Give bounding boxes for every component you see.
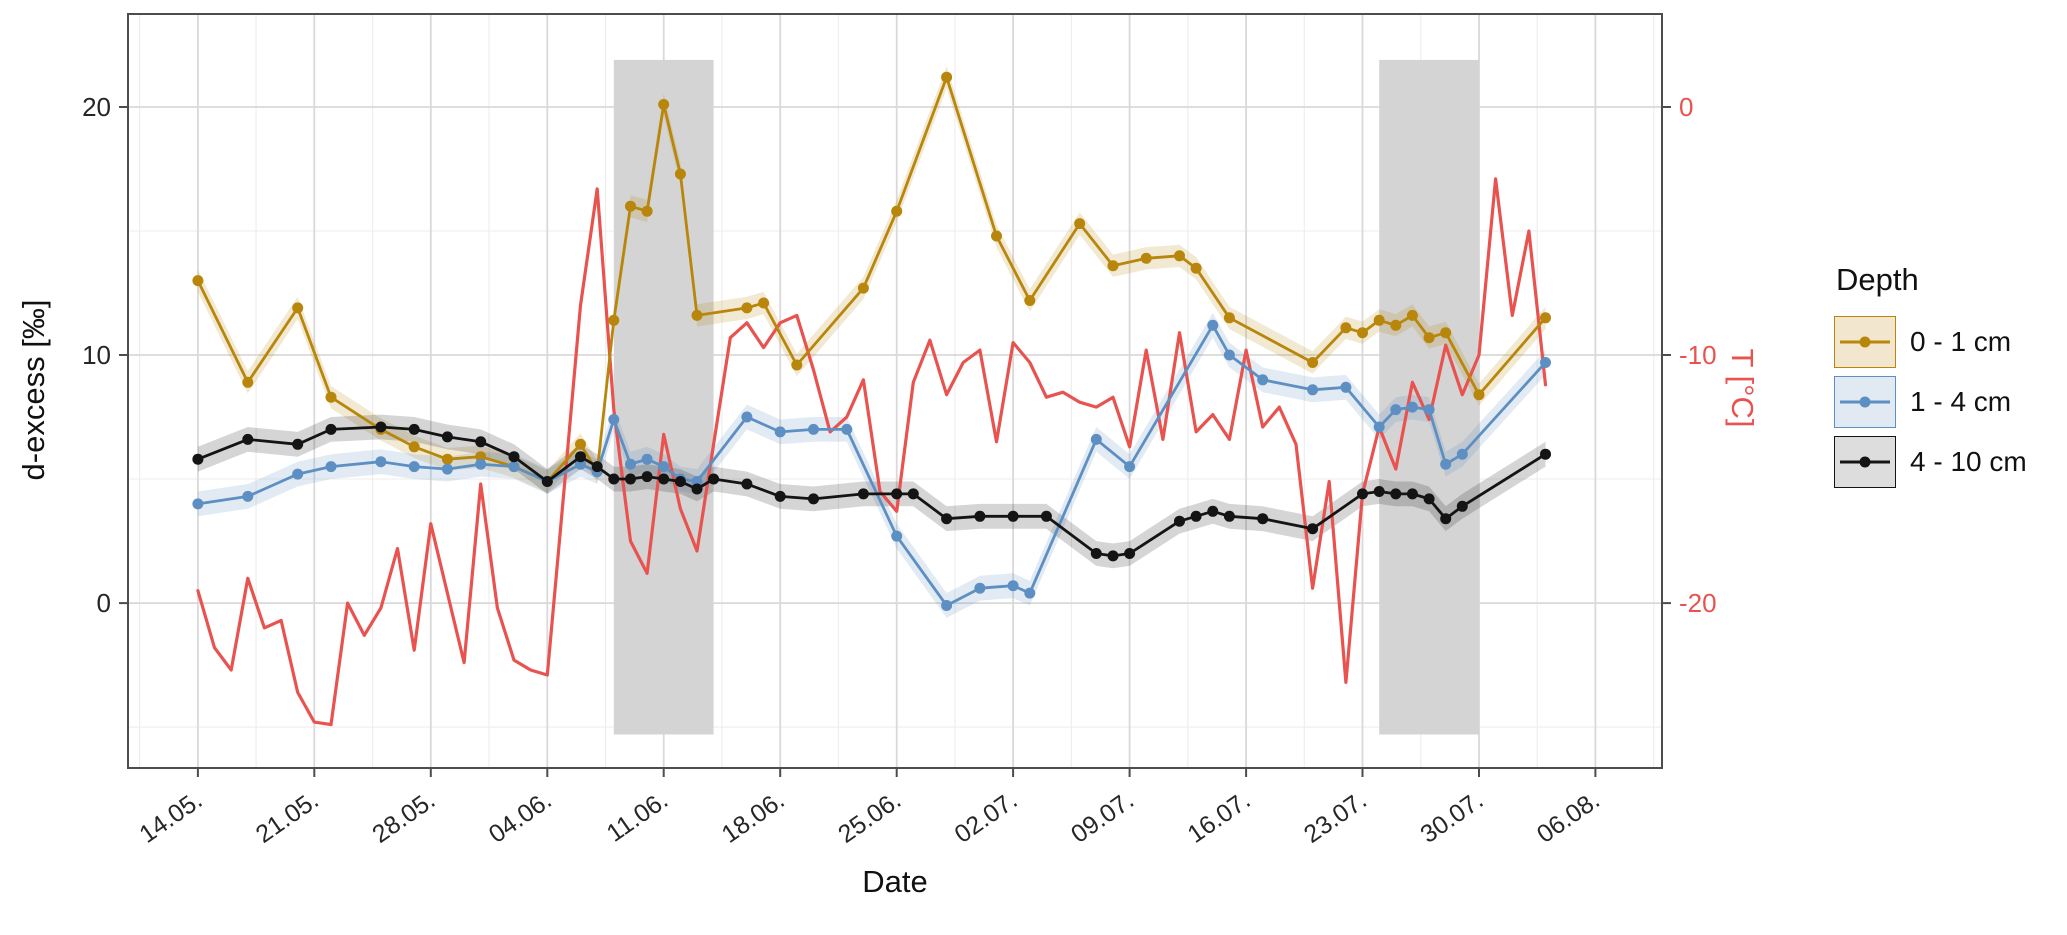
x-axis-title: Date (862, 864, 928, 899)
legend-label-1-4-cm: 1 - 4 cm (1910, 386, 2012, 417)
legend-label-0-1-cm: 0 - 1 cm (1910, 326, 2012, 357)
legend-title: Depth (1836, 262, 1919, 297)
svg-text:02.07.: 02.07. (950, 786, 1023, 849)
left-y-axis-title: d-excess [‰] (16, 299, 51, 481)
legend-key-0-1-cm (1834, 316, 1896, 368)
svg-text:30.07.: 30.07. (1415, 786, 1488, 849)
svg-text:25.06.: 25.06. (833, 786, 906, 849)
legend-key-4-10-cm (1834, 436, 1896, 488)
legend: Depth 0 - 1 cm 1 - 4 cm 4 - 10 cm (1834, 262, 2027, 496)
svg-text:28.05.: 28.05. (367, 786, 440, 849)
svg-text:-10: -10 (1679, 340, 1717, 370)
legend-entry: 1 - 4 cm (1834, 376, 2027, 428)
svg-text:14.05.: 14.05. (134, 786, 207, 849)
legend-entry: 4 - 10 cm (1834, 436, 2027, 488)
svg-text:21.05.: 21.05. (251, 786, 324, 849)
svg-text:0: 0 (97, 588, 111, 618)
svg-text:23.07.: 23.07. (1299, 786, 1372, 849)
svg-text:06.08.: 06.08. (1532, 786, 1605, 849)
svg-text:20: 20 (82, 92, 111, 122)
right-y-axis-title: T [°C] (1725, 348, 1760, 428)
svg-text:0: 0 (1679, 92, 1693, 122)
legend-entry: 0 - 1 cm (1834, 316, 2027, 368)
svg-text:10: 10 (82, 340, 111, 370)
legend-key-1-4-cm (1834, 376, 1896, 428)
svg-text:04.06.: 04.06. (484, 786, 557, 849)
svg-text:-20: -20 (1679, 588, 1717, 618)
svg-text:16.07.: 16.07. (1183, 786, 1256, 849)
svg-text:09.07.: 09.07. (1066, 786, 1139, 849)
svg-text:18.06.: 18.06. (717, 786, 790, 849)
svg-text:11.06.: 11.06. (602, 786, 673, 848)
legend-label-4-10-cm: 4 - 10 cm (1910, 446, 2027, 477)
